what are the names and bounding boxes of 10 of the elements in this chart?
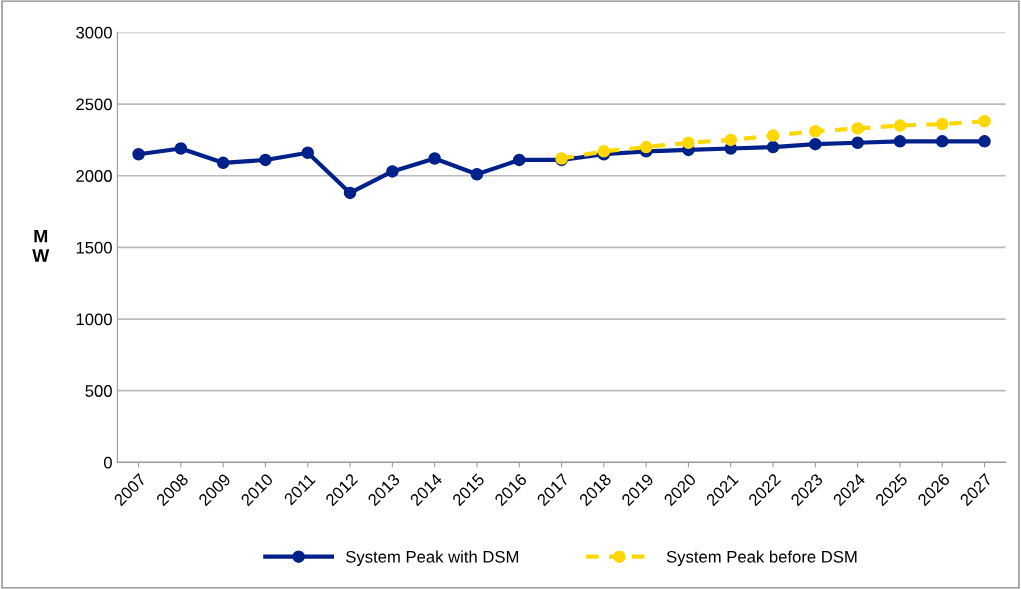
y-tick-label: 500 — [85, 385, 112, 397]
y-tick-label: 3000 — [76, 26, 112, 39]
y-tick-label: 0 — [103, 456, 112, 469]
y-tick-label: 2500 — [76, 98, 112, 111]
legend-label: System Peak before DSM — [666, 550, 857, 566]
legend-label: System Peak with DSM — [346, 550, 519, 566]
y-tick-label: 2000 — [76, 170, 112, 182]
y-axis-title: M W — [32, 229, 50, 262]
y-tick-label: 1000 — [76, 313, 112, 326]
y-tick-label: 1500 — [76, 241, 112, 254]
